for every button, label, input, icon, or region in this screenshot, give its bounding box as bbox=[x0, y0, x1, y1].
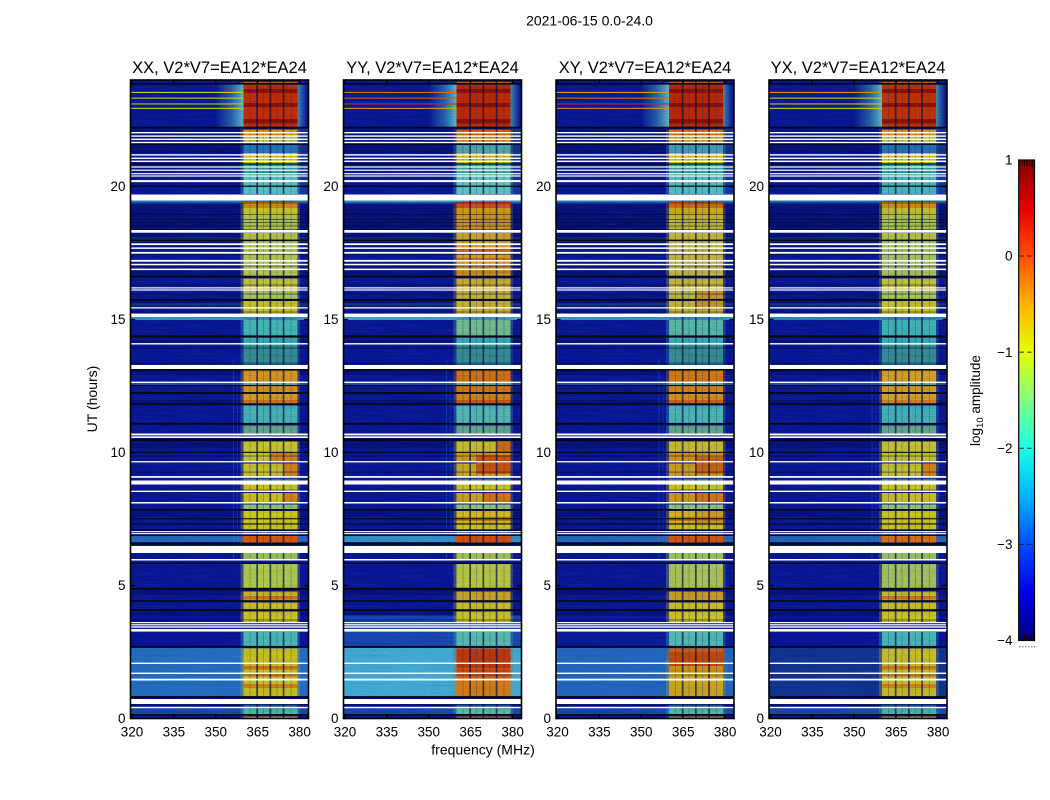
svg-text:15: 15 bbox=[110, 312, 125, 327]
svg-text:365: 365 bbox=[459, 725, 482, 740]
svg-text:5: 5 bbox=[331, 578, 339, 593]
svg-text:380: 380 bbox=[714, 725, 737, 740]
svg-text:335: 335 bbox=[588, 725, 611, 740]
svg-text:380: 380 bbox=[288, 725, 311, 740]
svg-text:335: 335 bbox=[376, 725, 399, 740]
svg-text:20: 20 bbox=[536, 179, 551, 194]
svg-text:−4: −4 bbox=[997, 633, 1013, 648]
svg-text:335: 335 bbox=[163, 725, 186, 740]
svg-text:0: 0 bbox=[331, 711, 339, 726]
svg-text:UT (hours): UT (hours) bbox=[84, 366, 100, 433]
svg-text:1: 1 bbox=[1005, 153, 1013, 168]
svg-text:YX, V2*V7=EA12*EA24: YX, V2*V7=EA12*EA24 bbox=[771, 59, 946, 77]
svg-text:20: 20 bbox=[749, 179, 764, 194]
svg-text:frequency (MHz): frequency (MHz) bbox=[431, 742, 534, 758]
svg-text:5: 5 bbox=[118, 578, 126, 593]
svg-text:320: 320 bbox=[121, 725, 144, 740]
svg-text:−2: −2 bbox=[997, 441, 1012, 456]
svg-text:20: 20 bbox=[110, 179, 125, 194]
svg-text:380: 380 bbox=[927, 725, 950, 740]
svg-text:335: 335 bbox=[801, 725, 824, 740]
svg-text:350: 350 bbox=[630, 725, 653, 740]
svg-text:320: 320 bbox=[759, 725, 782, 740]
svg-text:5: 5 bbox=[756, 578, 764, 593]
svg-text:350: 350 bbox=[205, 725, 228, 740]
svg-text:320: 320 bbox=[546, 725, 569, 740]
svg-text:XY, V2*V7=EA12*EA24: XY, V2*V7=EA12*EA24 bbox=[559, 59, 732, 77]
svg-text:15: 15 bbox=[536, 312, 551, 327]
svg-text:2021-06-15 0.0-24.0: 2021-06-15 0.0-24.0 bbox=[526, 13, 653, 29]
svg-text:15: 15 bbox=[323, 312, 338, 327]
svg-text:5: 5 bbox=[543, 578, 551, 593]
svg-text:365: 365 bbox=[246, 725, 269, 740]
svg-text:XX, V2*V7=EA12*EA24: XX, V2*V7=EA12*EA24 bbox=[132, 59, 307, 77]
svg-text:350: 350 bbox=[418, 725, 441, 740]
svg-text:YY, V2*V7=EA12*EA24: YY, V2*V7=EA12*EA24 bbox=[346, 59, 519, 77]
svg-text:−3: −3 bbox=[997, 537, 1012, 552]
svg-text:0: 0 bbox=[118, 711, 126, 726]
svg-text:10: 10 bbox=[110, 445, 125, 460]
svg-text:15: 15 bbox=[749, 312, 764, 327]
svg-text:365: 365 bbox=[672, 725, 695, 740]
svg-text:10: 10 bbox=[323, 445, 338, 460]
svg-text:10: 10 bbox=[749, 445, 764, 460]
svg-text:0: 0 bbox=[756, 711, 764, 726]
svg-text:0: 0 bbox=[543, 711, 551, 726]
svg-text:10: 10 bbox=[536, 445, 551, 460]
svg-text:380: 380 bbox=[501, 725, 524, 740]
svg-text:365: 365 bbox=[885, 725, 908, 740]
svg-text:320: 320 bbox=[334, 725, 357, 740]
svg-text:20: 20 bbox=[323, 179, 338, 194]
svg-text:0: 0 bbox=[1005, 249, 1013, 264]
svg-text:350: 350 bbox=[843, 725, 866, 740]
svg-text:−1: −1 bbox=[997, 345, 1012, 360]
